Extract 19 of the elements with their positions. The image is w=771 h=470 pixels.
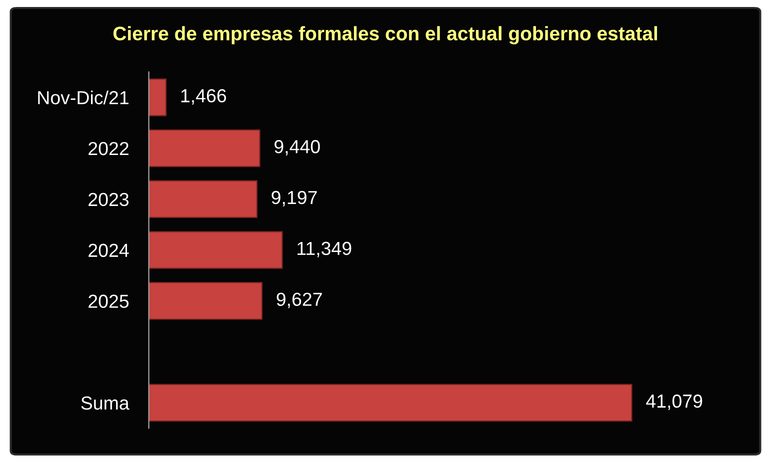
- bar: [148, 231, 283, 269]
- y-tick-label: 2023: [88, 192, 129, 206]
- data-label: 41,079: [646, 394, 702, 410]
- bar: [148, 282, 263, 320]
- y-tick-label: 2022: [88, 142, 128, 156]
- y-tick-label: Suma: [81, 396, 130, 410]
- y-tick-label: Nov-Dic/21: [38, 90, 128, 104]
- bar: [148, 180, 258, 218]
- data-label: 9,440: [274, 140, 320, 156]
- bar: [148, 384, 632, 422]
- bar: [148, 129, 260, 168]
- bar: [148, 78, 167, 116]
- y-tick-label: 2025: [88, 294, 129, 308]
- data-label: 1,466: [181, 89, 226, 105]
- data-label: 9,197: [272, 190, 317, 206]
- y-tick-label: 2024: [88, 244, 129, 258]
- data-label: 9,627: [276, 292, 322, 308]
- chart-title: Cierre de empresas formales con el actual gobierno estatal: [113, 26, 658, 44]
- data-label: 11,349: [298, 242, 352, 258]
